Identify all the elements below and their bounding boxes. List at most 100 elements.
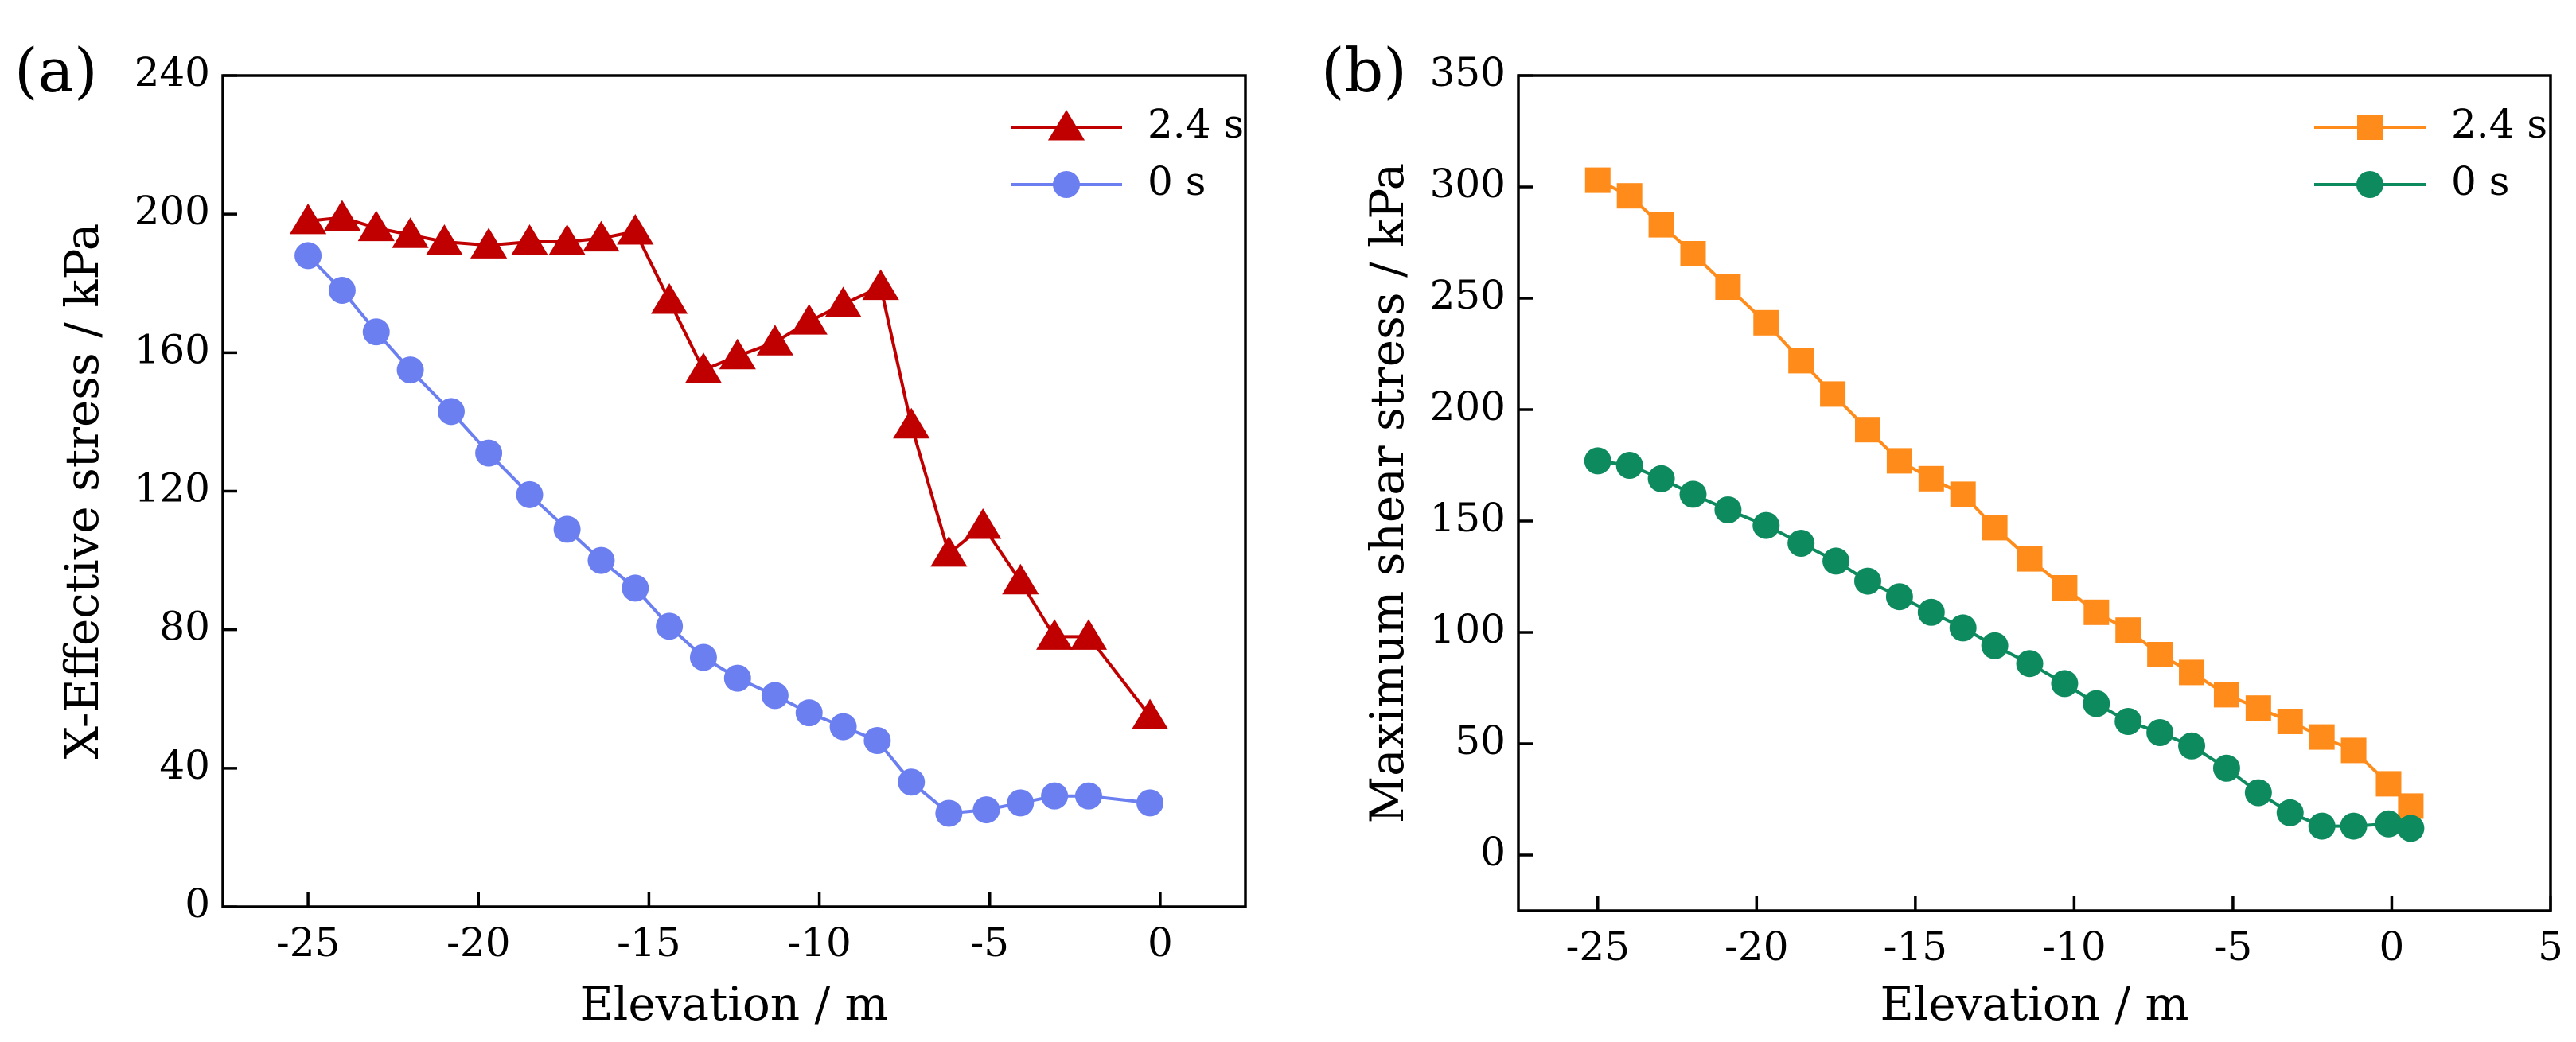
panel-a: (a) -25 -20 -15 -10 -5 0 0 40 80 120 160 200 240 Eleva… bbox=[14, 35, 1247, 1031]
data-point bbox=[2398, 793, 2424, 819]
data-point bbox=[392, 217, 429, 248]
data-point bbox=[893, 407, 930, 439]
data-point bbox=[2375, 810, 2403, 838]
data-point bbox=[1647, 465, 1675, 492]
data-point bbox=[965, 508, 1002, 539]
y-tick-label: 120 bbox=[134, 465, 210, 511]
data-point bbox=[2276, 799, 2304, 826]
data-point bbox=[2179, 659, 2205, 686]
data-point bbox=[1949, 614, 1977, 642]
data-point bbox=[2244, 779, 2272, 807]
y-tick-label: 100 bbox=[1430, 606, 1506, 652]
data-point bbox=[2375, 771, 2402, 797]
data-point bbox=[362, 318, 390, 346]
data-point bbox=[2178, 732, 2206, 760]
series-0-s bbox=[294, 242, 1164, 827]
data-point bbox=[2212, 754, 2240, 782]
legend-label: 2.4 s bbox=[2451, 101, 2547, 147]
data-point bbox=[1752, 511, 1780, 539]
data-point bbox=[1584, 447, 1611, 475]
data-point bbox=[656, 612, 684, 640]
data-point bbox=[1136, 789, 1164, 817]
data-point bbox=[2309, 724, 2335, 750]
x-tick-label: -10 bbox=[787, 920, 852, 966]
data-point bbox=[2051, 670, 2079, 698]
panel-b: (b)-25 -20 -15 -10 -5 0 5050100150200250300350… bbox=[1321, 35, 2563, 1031]
data-point bbox=[862, 269, 899, 301]
data-point bbox=[511, 224, 548, 255]
data-point bbox=[824, 286, 862, 317]
data-point bbox=[516, 480, 544, 508]
x-tick-label: -5 bbox=[970, 920, 1009, 966]
legend-entry: 2.4 s bbox=[1011, 101, 1244, 147]
data-point bbox=[790, 304, 828, 335]
data-point bbox=[2083, 599, 2110, 625]
data-point bbox=[2083, 690, 2110, 717]
y-axis-title: Maximum shear stress / kPa bbox=[1360, 163, 1414, 823]
data-point bbox=[622, 574, 649, 602]
y-tick-label: 300 bbox=[1430, 161, 1506, 207]
data-point bbox=[1950, 481, 1976, 507]
data-point bbox=[972, 796, 1000, 824]
data-point bbox=[898, 768, 926, 796]
data-point bbox=[1822, 547, 1850, 575]
series-0-s bbox=[1584, 447, 2425, 842]
data-point bbox=[1917, 598, 1945, 626]
data-point bbox=[935, 799, 963, 827]
data-point bbox=[294, 242, 322, 270]
y-tick-label: 160 bbox=[134, 326, 210, 372]
data-point bbox=[2016, 650, 2044, 678]
data-point bbox=[1615, 452, 1643, 479]
data-point bbox=[2277, 709, 2303, 734]
data-point bbox=[930, 535, 968, 567]
data-point bbox=[1074, 782, 1102, 810]
data-point bbox=[1853, 567, 1881, 595]
data-point bbox=[829, 713, 857, 741]
data-point bbox=[1854, 417, 1880, 443]
data-point bbox=[2397, 815, 2425, 842]
data-point bbox=[553, 515, 581, 543]
y-tick-label: 150 bbox=[1430, 495, 1506, 541]
legend-label: 0 s bbox=[1148, 158, 1206, 204]
data-point bbox=[289, 203, 327, 235]
y-tick-label: 350 bbox=[1430, 49, 1506, 95]
data-point bbox=[1131, 698, 1169, 730]
data-point bbox=[587, 546, 615, 574]
x-tick-label: -5 bbox=[2214, 923, 2253, 970]
y-tick-label: 200 bbox=[1430, 383, 1506, 430]
data-point bbox=[357, 210, 395, 242]
legend-marker bbox=[1047, 110, 1085, 141]
y-tick-label: 240 bbox=[134, 49, 210, 95]
data-point bbox=[756, 325, 793, 356]
data-point bbox=[1715, 274, 1741, 300]
data-point bbox=[2017, 546, 2043, 572]
data-point bbox=[863, 727, 891, 754]
data-point bbox=[2114, 708, 2142, 735]
data-point bbox=[617, 213, 654, 245]
legend-entry: 0 s bbox=[1011, 158, 1206, 204]
data-point bbox=[2245, 695, 2271, 721]
data-point bbox=[396, 356, 424, 384]
data-point bbox=[2147, 642, 2173, 667]
data-point bbox=[2340, 737, 2367, 764]
data-point bbox=[2052, 575, 2078, 601]
data-point bbox=[1041, 782, 1069, 810]
data-point bbox=[2213, 682, 2239, 708]
x-tick-label: -15 bbox=[1884, 923, 1948, 970]
legend-marker bbox=[1053, 171, 1080, 198]
data-point bbox=[2146, 719, 2174, 746]
x-tick-label: -15 bbox=[617, 920, 681, 966]
y-tick-label: 250 bbox=[1430, 272, 1506, 318]
x-axis-title: Elevation / m bbox=[579, 977, 888, 1031]
series-line bbox=[307, 216, 1152, 717]
legend-entry: 0 s bbox=[2314, 158, 2509, 204]
legend-marker bbox=[2356, 171, 2383, 198]
data-point bbox=[2115, 617, 2141, 643]
x-tick-label: -25 bbox=[276, 920, 341, 966]
data-point bbox=[1982, 515, 2008, 541]
data-point bbox=[1787, 530, 1815, 557]
data-point bbox=[323, 200, 361, 231]
x-tick-label: 5 bbox=[2538, 923, 2563, 970]
legend-entry: 2.4 s bbox=[2314, 101, 2547, 147]
